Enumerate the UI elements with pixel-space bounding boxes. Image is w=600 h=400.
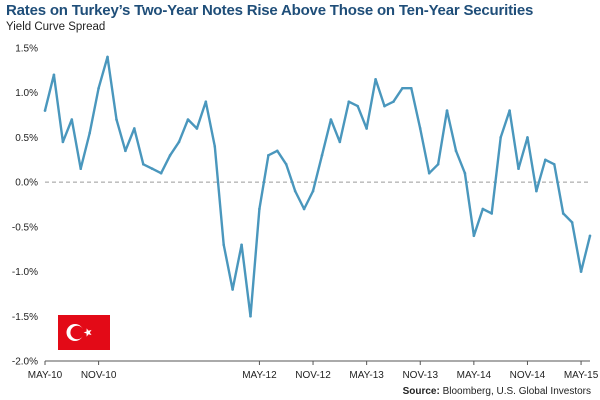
data-point [258,207,261,211]
data-point [168,154,172,157]
data-point [579,270,583,273]
data-point [222,243,225,247]
data-point [70,118,74,121]
y-tick-label: -0.5% [12,222,38,233]
data-point [427,171,431,175]
data-point [338,140,342,144]
data-point [561,212,565,215]
flag-crescent-inner [70,325,84,340]
data-point [284,162,288,166]
x-tick-label: MAY-15 [564,370,599,381]
y-tick-label: 1.5% [15,44,38,55]
data-point [526,136,529,139]
data-point [293,189,297,193]
data-point [61,140,65,144]
flag-star [83,328,92,337]
data-point [392,100,395,103]
x-tick-label: NOV-14 [510,370,546,381]
data-point [481,207,485,211]
data-point [141,162,145,166]
data-point [124,149,127,153]
y-axis-ticks: -2.0% -1.5% -1.0% -0.5% 0.0% 0.5% 1.0% 1.5% [12,44,38,368]
data-point [150,167,154,171]
x-tick-label: MAY-14 [457,370,492,381]
data-point [320,154,324,157]
source-label: Source: [402,386,440,397]
data-point [445,109,449,112]
x-tick-label: MAY-12 [242,370,277,381]
data-point [418,127,422,130]
data-point [401,86,404,90]
data-point [356,104,360,108]
data-point [311,189,315,193]
data-point [490,212,494,215]
data-point [374,78,377,81]
data-point [213,145,217,148]
x-tick-label: NOV-13 [402,370,438,381]
y-tick-label: -1.0% [12,267,38,278]
data-point [365,127,368,130]
data-point [436,162,440,166]
y-tick-label: 0.0% [15,178,38,189]
data-point [79,167,83,171]
chart-subtitle: Yield Curve Spread [6,21,106,33]
data-point [231,288,234,291]
data-point [249,314,252,318]
source-note: Source: Bloomberg, U.S. Global Investors [403,386,591,397]
data-point [463,171,467,175]
data-point [106,55,109,59]
data-point [454,149,458,153]
x-tick-label: MAY-10 [28,370,63,381]
data-point [552,162,556,166]
data-point [195,127,199,130]
data-point [544,158,547,162]
series-line-yield-spread [43,55,592,318]
data-point [588,234,592,238]
data-point [383,104,386,108]
data-point [302,207,306,211]
x-axis-ticks: MAY-10 NOV-10 MAY-12 NOV-12 MAY-13 NOV-13 MAY-… [28,361,599,381]
data-point [275,149,279,153]
data-point [267,154,270,157]
data-point [240,243,243,247]
data-point [88,131,91,135]
data-point [499,136,502,139]
data-point [115,118,118,121]
y-tick-label: -2.0% [12,357,38,368]
series-points [43,55,592,318]
y-tick-label: 0.5% [15,133,38,144]
x-tick-label: MAY-13 [349,370,384,381]
data-point [329,118,333,121]
data-point [97,86,100,90]
data-point [52,73,56,77]
data-point [570,221,574,224]
data-point [472,234,476,238]
x-tick-label: NOV-12 [295,370,331,381]
x-tick-label: NOV-10 [81,370,117,381]
data-point [347,100,351,103]
turkey-flag-icon [58,315,110,350]
data-point [410,86,413,90]
y-tick-label: 1.0% [15,88,38,99]
data-point [133,127,136,130]
data-point [517,167,520,171]
data-point [177,140,181,144]
y-tick-label: -1.5% [12,312,38,323]
source-text: Bloomberg, U.S. Global Investors [439,386,591,397]
data-point [186,118,190,121]
chart-title: Rates on Turkey’s Two-Year Notes Rise Ab… [6,2,534,19]
data-point [508,109,511,112]
data-point [535,189,538,193]
data-point [159,171,163,175]
data-point [204,100,208,103]
data-point [43,109,47,112]
